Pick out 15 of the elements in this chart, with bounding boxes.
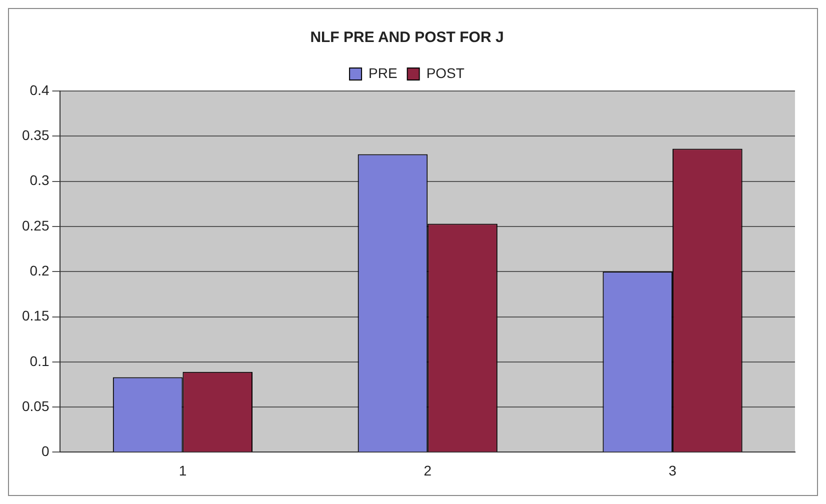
y-tick-label: 0.25 bbox=[22, 217, 50, 234]
y-tick-label: 0 bbox=[41, 443, 50, 460]
chart-title: NLF PRE AND POST FOR J bbox=[310, 29, 504, 46]
y-tick-label: 0.4 bbox=[30, 82, 50, 98]
y-tick-label: 0.3 bbox=[30, 172, 50, 188]
legend-label: POST bbox=[426, 64, 465, 81]
y-tick-label: 0.1 bbox=[30, 352, 50, 369]
legend-label: PRE bbox=[368, 64, 398, 81]
y-tick-label: 0.2 bbox=[30, 262, 50, 278]
y-tick-label: 0.05 bbox=[22, 398, 50, 414]
x-tick-label: 1 bbox=[178, 462, 187, 478]
x-tick-label: 3 bbox=[668, 462, 677, 478]
y-tick-label: 0.35 bbox=[22, 127, 50, 144]
y-tick-label: 0.15 bbox=[22, 308, 50, 324]
x-tick-label: 2 bbox=[424, 462, 432, 478]
